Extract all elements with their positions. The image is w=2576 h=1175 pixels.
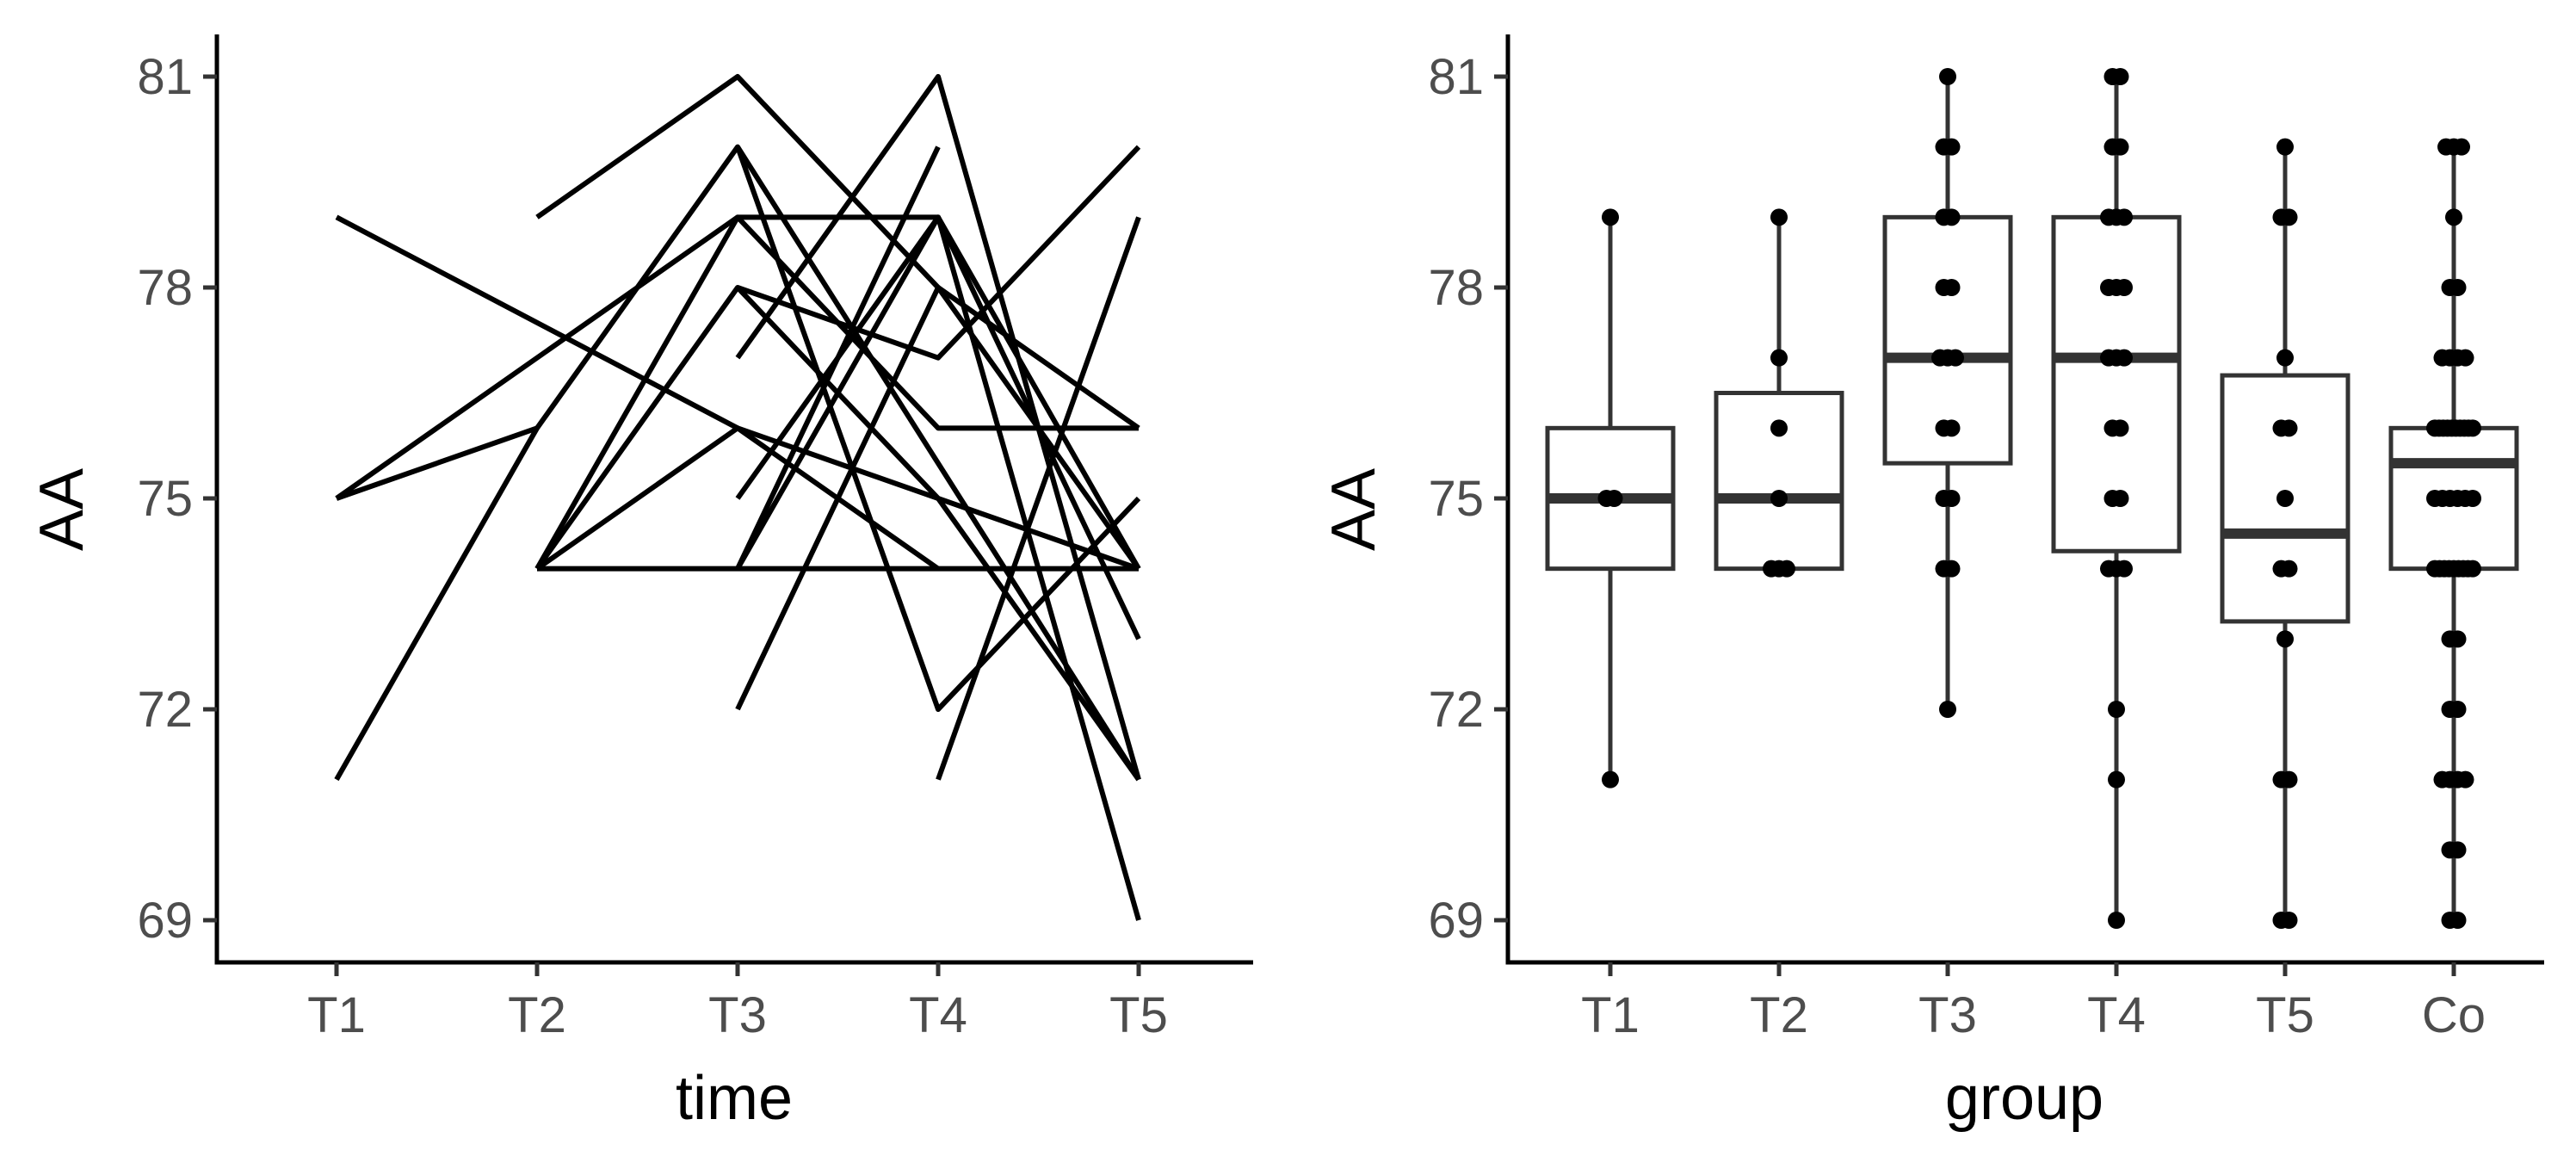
data-point [2280, 560, 2298, 578]
y-tick-label: 69 [1428, 893, 1484, 949]
x-axis-title: group [1945, 1064, 2103, 1133]
y-axis-title: AA [1319, 468, 1388, 551]
data-point [2456, 770, 2474, 788]
data-point [2276, 349, 2294, 367]
x-tick-label: T5 [1109, 987, 1168, 1043]
data-point [1943, 279, 1961, 296]
box [1714, 391, 1844, 572]
data-point [1605, 490, 1623, 507]
data-point [2449, 279, 2467, 296]
data-point [2456, 349, 2474, 367]
data-point [2280, 419, 2298, 437]
x-tick-label: T3 [1918, 987, 1977, 1043]
data-point [1943, 560, 1961, 578]
y-tick-label: 72 [137, 682, 193, 738]
data-point [1943, 138, 1961, 156]
data-point [2276, 490, 2294, 507]
y-tick-label: 72 [1428, 682, 1484, 738]
data-point [1770, 349, 1788, 367]
data-point [2280, 912, 2298, 929]
y-tick-label: 75 [1428, 471, 1484, 527]
y-axis-title: AA [28, 468, 96, 551]
y-tick-label: 81 [137, 49, 193, 105]
series-line [735, 74, 1141, 781]
y-tick-label: 69 [137, 893, 193, 949]
series-line [336, 425, 538, 501]
data-point [1778, 560, 1795, 578]
data-point [1939, 68, 1956, 85]
y-tick-label: 75 [137, 471, 193, 527]
data-point [1943, 490, 1961, 507]
data-point [2108, 912, 2125, 929]
data-point [1939, 701, 1956, 718]
series-line [936, 216, 1141, 781]
data-point [2464, 560, 2481, 578]
data-point [2453, 138, 2470, 156]
data-point [2449, 701, 2467, 718]
data-point [2111, 68, 2129, 85]
x-tick-label: Co [2422, 987, 2486, 1043]
data-point [2449, 841, 2467, 859]
y-tick-label: 78 [1428, 260, 1484, 316]
data-point [1602, 770, 1619, 788]
data-point [2276, 138, 2294, 156]
x-tick-label: T4 [909, 987, 967, 1043]
x-tick-label: T2 [508, 987, 566, 1043]
x-tick-label: T3 [708, 987, 767, 1043]
data-point [1770, 419, 1788, 437]
data-point [1943, 419, 1961, 437]
data-point [2111, 138, 2129, 156]
data-point [2116, 279, 2133, 296]
data-point [2445, 208, 2462, 226]
data-point [2464, 419, 2481, 437]
x-tick-label: T2 [1750, 987, 1808, 1043]
boxplot-panel: group AA 69 72 75 78 81 T1 T2 T3 T4 T5 Co [1319, 34, 2544, 1133]
data-point [2280, 208, 2298, 226]
data-point [2449, 630, 2467, 648]
y-tick-label: 78 [137, 260, 193, 316]
data-point [2116, 208, 2133, 226]
data-point [2449, 912, 2467, 929]
data-point [2464, 490, 2481, 507]
data-point [2111, 490, 2129, 507]
y-tick-label: 81 [1428, 49, 1484, 105]
series-line [735, 285, 1141, 782]
data-point [1943, 208, 1961, 226]
data-point [2108, 770, 2125, 788]
data-point [2280, 770, 2298, 788]
data-point [2111, 419, 2129, 437]
data-point [1770, 208, 1788, 226]
data-point [2116, 560, 2133, 578]
line-chart-panel: time AA 69 72 75 78 81 T1 T2 T3 T4 T5 [28, 34, 1253, 1133]
x-tick-label: T5 [2256, 987, 2314, 1043]
data-point [2276, 630, 2294, 648]
series-line [735, 285, 1140, 711]
data-point [1947, 349, 1964, 367]
data-point [1770, 490, 1788, 507]
series-line [334, 144, 1141, 782]
data-point [2116, 349, 2133, 367]
x-tick-label: T1 [1581, 987, 1640, 1043]
data-point [1602, 208, 1619, 226]
series-line [735, 145, 1141, 712]
x-axis-title: time [676, 1064, 793, 1133]
x-tick-label: T1 [307, 987, 366, 1043]
series-line [735, 145, 941, 570]
data-point [2108, 701, 2125, 718]
x-tick-label: T4 [2087, 987, 2146, 1043]
